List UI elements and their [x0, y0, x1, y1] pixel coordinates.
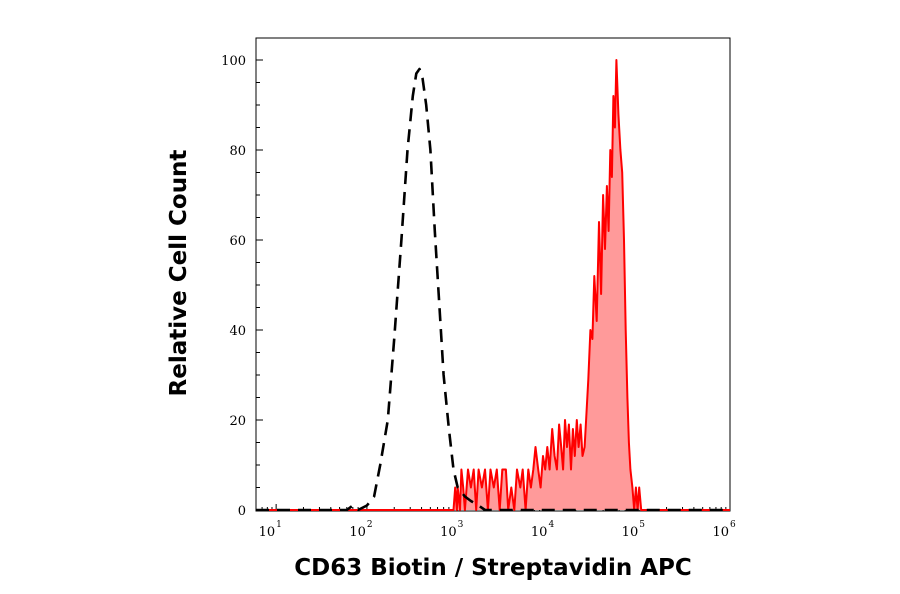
- y-tick-label: 100: [221, 54, 246, 69]
- x-tick-exponent: 3: [458, 520, 464, 530]
- x-tick-label: 10: [259, 525, 276, 540]
- x-tick-exponent: 1: [276, 520, 282, 530]
- y-tick-label: 80: [229, 144, 246, 159]
- x-tick-exponent: 5: [639, 520, 645, 530]
- x-tick-exponent: 2: [367, 520, 373, 530]
- x-axis-title: CD63 Biotin / Streptavidin APC: [294, 555, 692, 581]
- y-tick-label: 60: [229, 234, 246, 249]
- x-tick-label: 10: [712, 525, 729, 540]
- x-tick-label: 10: [622, 525, 639, 540]
- y-axis-title: Relative Cell Count: [166, 150, 192, 397]
- solid-histogram-line: [256, 59, 730, 511]
- series-layer: [256, 59, 730, 512]
- y-tick-label: 0: [238, 504, 246, 519]
- series-fill: [256, 60, 730, 510]
- x-tick-label: 10: [349, 525, 366, 540]
- x-tick-label: 10: [531, 525, 548, 540]
- x-tick-exponent: 4: [548, 520, 554, 530]
- y-tick-label: 40: [229, 324, 246, 339]
- plot-area-frame: [255, 37, 731, 512]
- dashed-histogram-line: [256, 67, 730, 512]
- x-tick-exponent: 6: [730, 520, 736, 530]
- y-axis: 0 20 40 60 80 100: [221, 54, 263, 519]
- x-tick-label: 10: [440, 525, 457, 540]
- y-tick-label: 20: [229, 414, 246, 429]
